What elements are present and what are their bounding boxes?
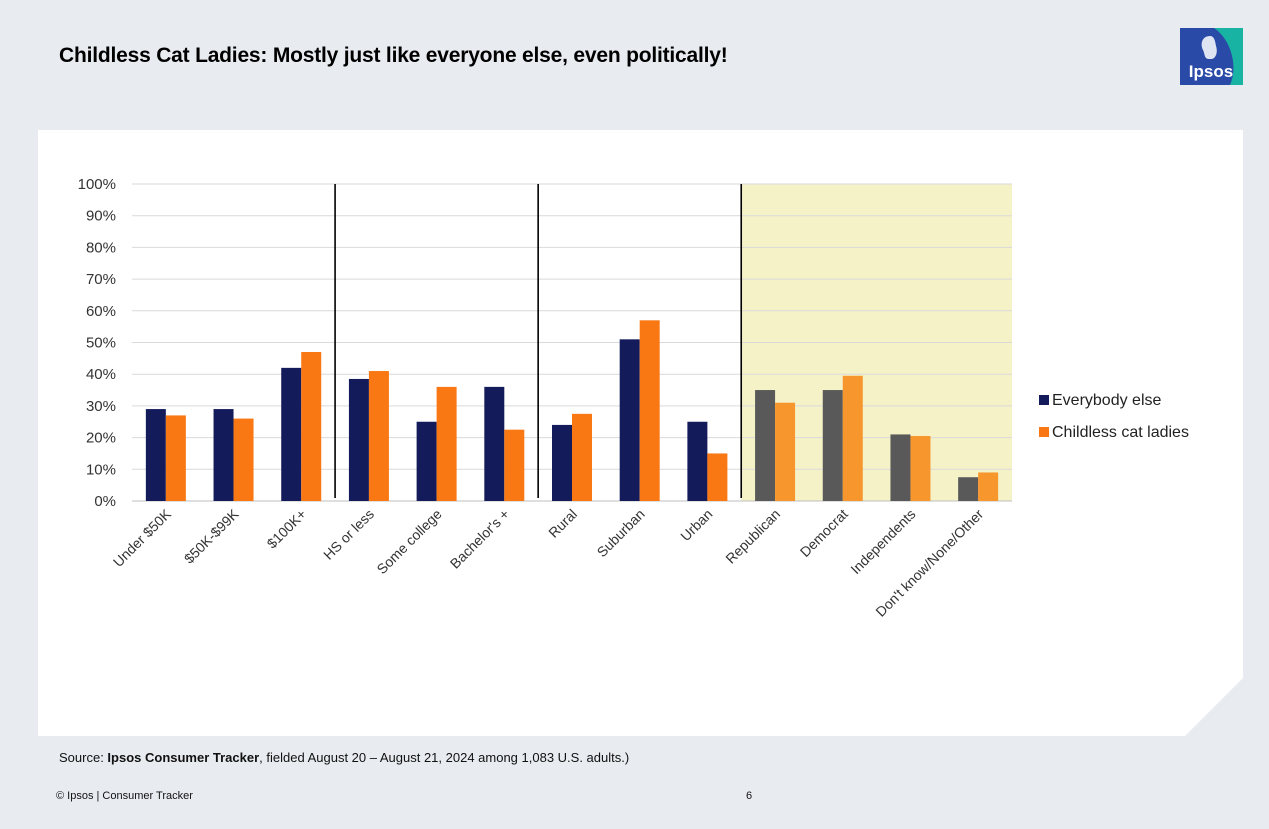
category-label: $100K+ xyxy=(264,506,310,552)
bar-everybody-else xyxy=(348,378,369,501)
bar-childless-cat-ladies xyxy=(233,418,254,501)
y-tick-label: 50% xyxy=(86,335,116,352)
logo-text: Ipsos xyxy=(1189,62,1233,81)
source-name: Ipsos Consumer Tracker xyxy=(107,750,260,765)
page-number: 6 xyxy=(746,790,753,802)
category-label: Republican xyxy=(722,506,783,567)
y-tick-label: 20% xyxy=(86,430,116,447)
category-label: Rural xyxy=(545,506,580,541)
bar-childless-cat-ladies xyxy=(572,413,592,501)
bar-everybody-else xyxy=(619,339,640,501)
bar-childless-cat-ladies xyxy=(165,415,186,501)
bar-childless-cat-ladies xyxy=(707,453,728,501)
y-tick-label: 0% xyxy=(94,493,116,510)
legend-label: Childless cat ladies xyxy=(1052,424,1189,441)
bar-everybody-else xyxy=(552,424,572,501)
category-label: Urban xyxy=(677,506,715,544)
ipsos-logo: Ipsos xyxy=(1180,28,1243,85)
legend-swatch xyxy=(1039,395,1049,405)
legend-label: Everybody else xyxy=(1052,392,1161,409)
y-tick-label: 90% xyxy=(86,208,116,225)
category-label: Suburban xyxy=(594,506,648,560)
bar-childless-cat-ladies xyxy=(368,371,389,501)
category-label: Bachelor's + xyxy=(447,506,513,572)
bar-childless-cat-ladies xyxy=(910,436,931,501)
y-tick-label: 60% xyxy=(86,303,116,320)
category-label: $50K-$99K xyxy=(181,505,242,566)
slide-title: Childless Cat Ladies: Mostly just like e… xyxy=(59,44,728,67)
category-label: Independents xyxy=(847,506,918,577)
y-tick-label: 100% xyxy=(78,176,116,193)
category-label: HS or less xyxy=(320,506,377,563)
bar-childless-cat-ladies xyxy=(504,429,525,501)
category-label: Some college xyxy=(373,506,444,577)
y-tick-label: 10% xyxy=(86,461,116,478)
footer-copyright: © Ipsos | Consumer Tracker xyxy=(56,790,193,802)
source-details: , fielded August 20 – August 21, 2024 am… xyxy=(259,750,630,765)
category-label: Democrat xyxy=(797,506,851,560)
y-tick-label: 80% xyxy=(86,239,116,256)
source-prefix: Source: xyxy=(59,750,108,765)
category-label: Under $50K xyxy=(110,505,175,570)
bar-chart: 0% 10% 20% 30% 40% 50% 60% 70% 80% 90% 100% Under … xyxy=(78,176,1189,620)
bar-childless-cat-ladies xyxy=(842,375,863,501)
legend-swatch xyxy=(1039,427,1049,437)
bar-childless-cat-ladies xyxy=(775,402,796,501)
bar-everybody-else xyxy=(890,434,911,501)
y-tick-label: 70% xyxy=(86,271,116,288)
bar-childless-cat-ladies xyxy=(301,352,322,501)
bar-everybody-else xyxy=(958,477,979,501)
bar-childless-cat-ladies xyxy=(978,472,999,501)
y-tick-label: 40% xyxy=(86,366,116,383)
bar-everybody-else xyxy=(484,386,505,501)
bar-everybody-else xyxy=(416,421,437,501)
bar-everybody-else xyxy=(281,367,302,501)
y-tick-label: 30% xyxy=(86,398,116,415)
bar-everybody-else xyxy=(822,390,843,501)
bar-everybody-else xyxy=(213,409,234,501)
bar-everybody-else xyxy=(755,390,776,501)
bar-everybody-else xyxy=(145,409,166,501)
bar-everybody-else xyxy=(687,421,708,501)
bar-childless-cat-ladies xyxy=(436,386,457,501)
source-note: Source: Ipsos Consumer Tracker, fielded … xyxy=(59,750,629,765)
bar-childless-cat-ladies xyxy=(639,320,660,501)
